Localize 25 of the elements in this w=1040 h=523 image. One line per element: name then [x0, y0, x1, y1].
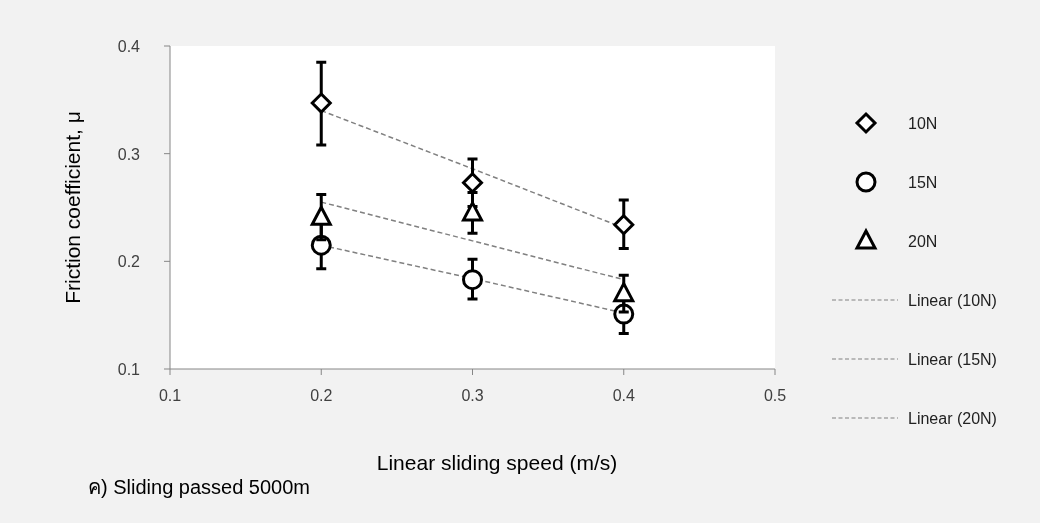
y-tick-label: 0.1 [117, 361, 141, 378]
point [613, 214, 635, 236]
x-tick-label: 0.1 [158, 387, 182, 404]
point [462, 201, 483, 222]
point [462, 172, 483, 194]
x-axis-title: Linear sliding speed (m/s) [376, 451, 618, 474]
point [462, 269, 483, 291]
text: ค) Sliding passed 5000m [88, 476, 311, 498]
y-tick-label: 0.4 [117, 38, 141, 55]
x-tick-label: 0.3 [461, 387, 484, 404]
legend-label: Linear (15N) [908, 351, 997, 368]
legend-label: 10N [908, 115, 938, 132]
legend-label: 15N [908, 174, 938, 191]
x-tick-label: 0.5 [763, 387, 787, 404]
y-axis-title: Friction coefficient, μ [61, 111, 84, 304]
y-tick-label: 0.3 [117, 145, 141, 163]
legend-label: Linear (20N) [908, 410, 997, 427]
x-tick-label: 0.4 [612, 387, 635, 404]
point [310, 92, 332, 114]
legend-label: Linear (10N) [908, 292, 997, 309]
y-tick-label: 0.2 [117, 253, 141, 271]
legend-label: 20N [908, 233, 938, 250]
point [613, 282, 635, 303]
point [310, 205, 332, 226]
x-tick-label: 0.2 [310, 387, 333, 404]
